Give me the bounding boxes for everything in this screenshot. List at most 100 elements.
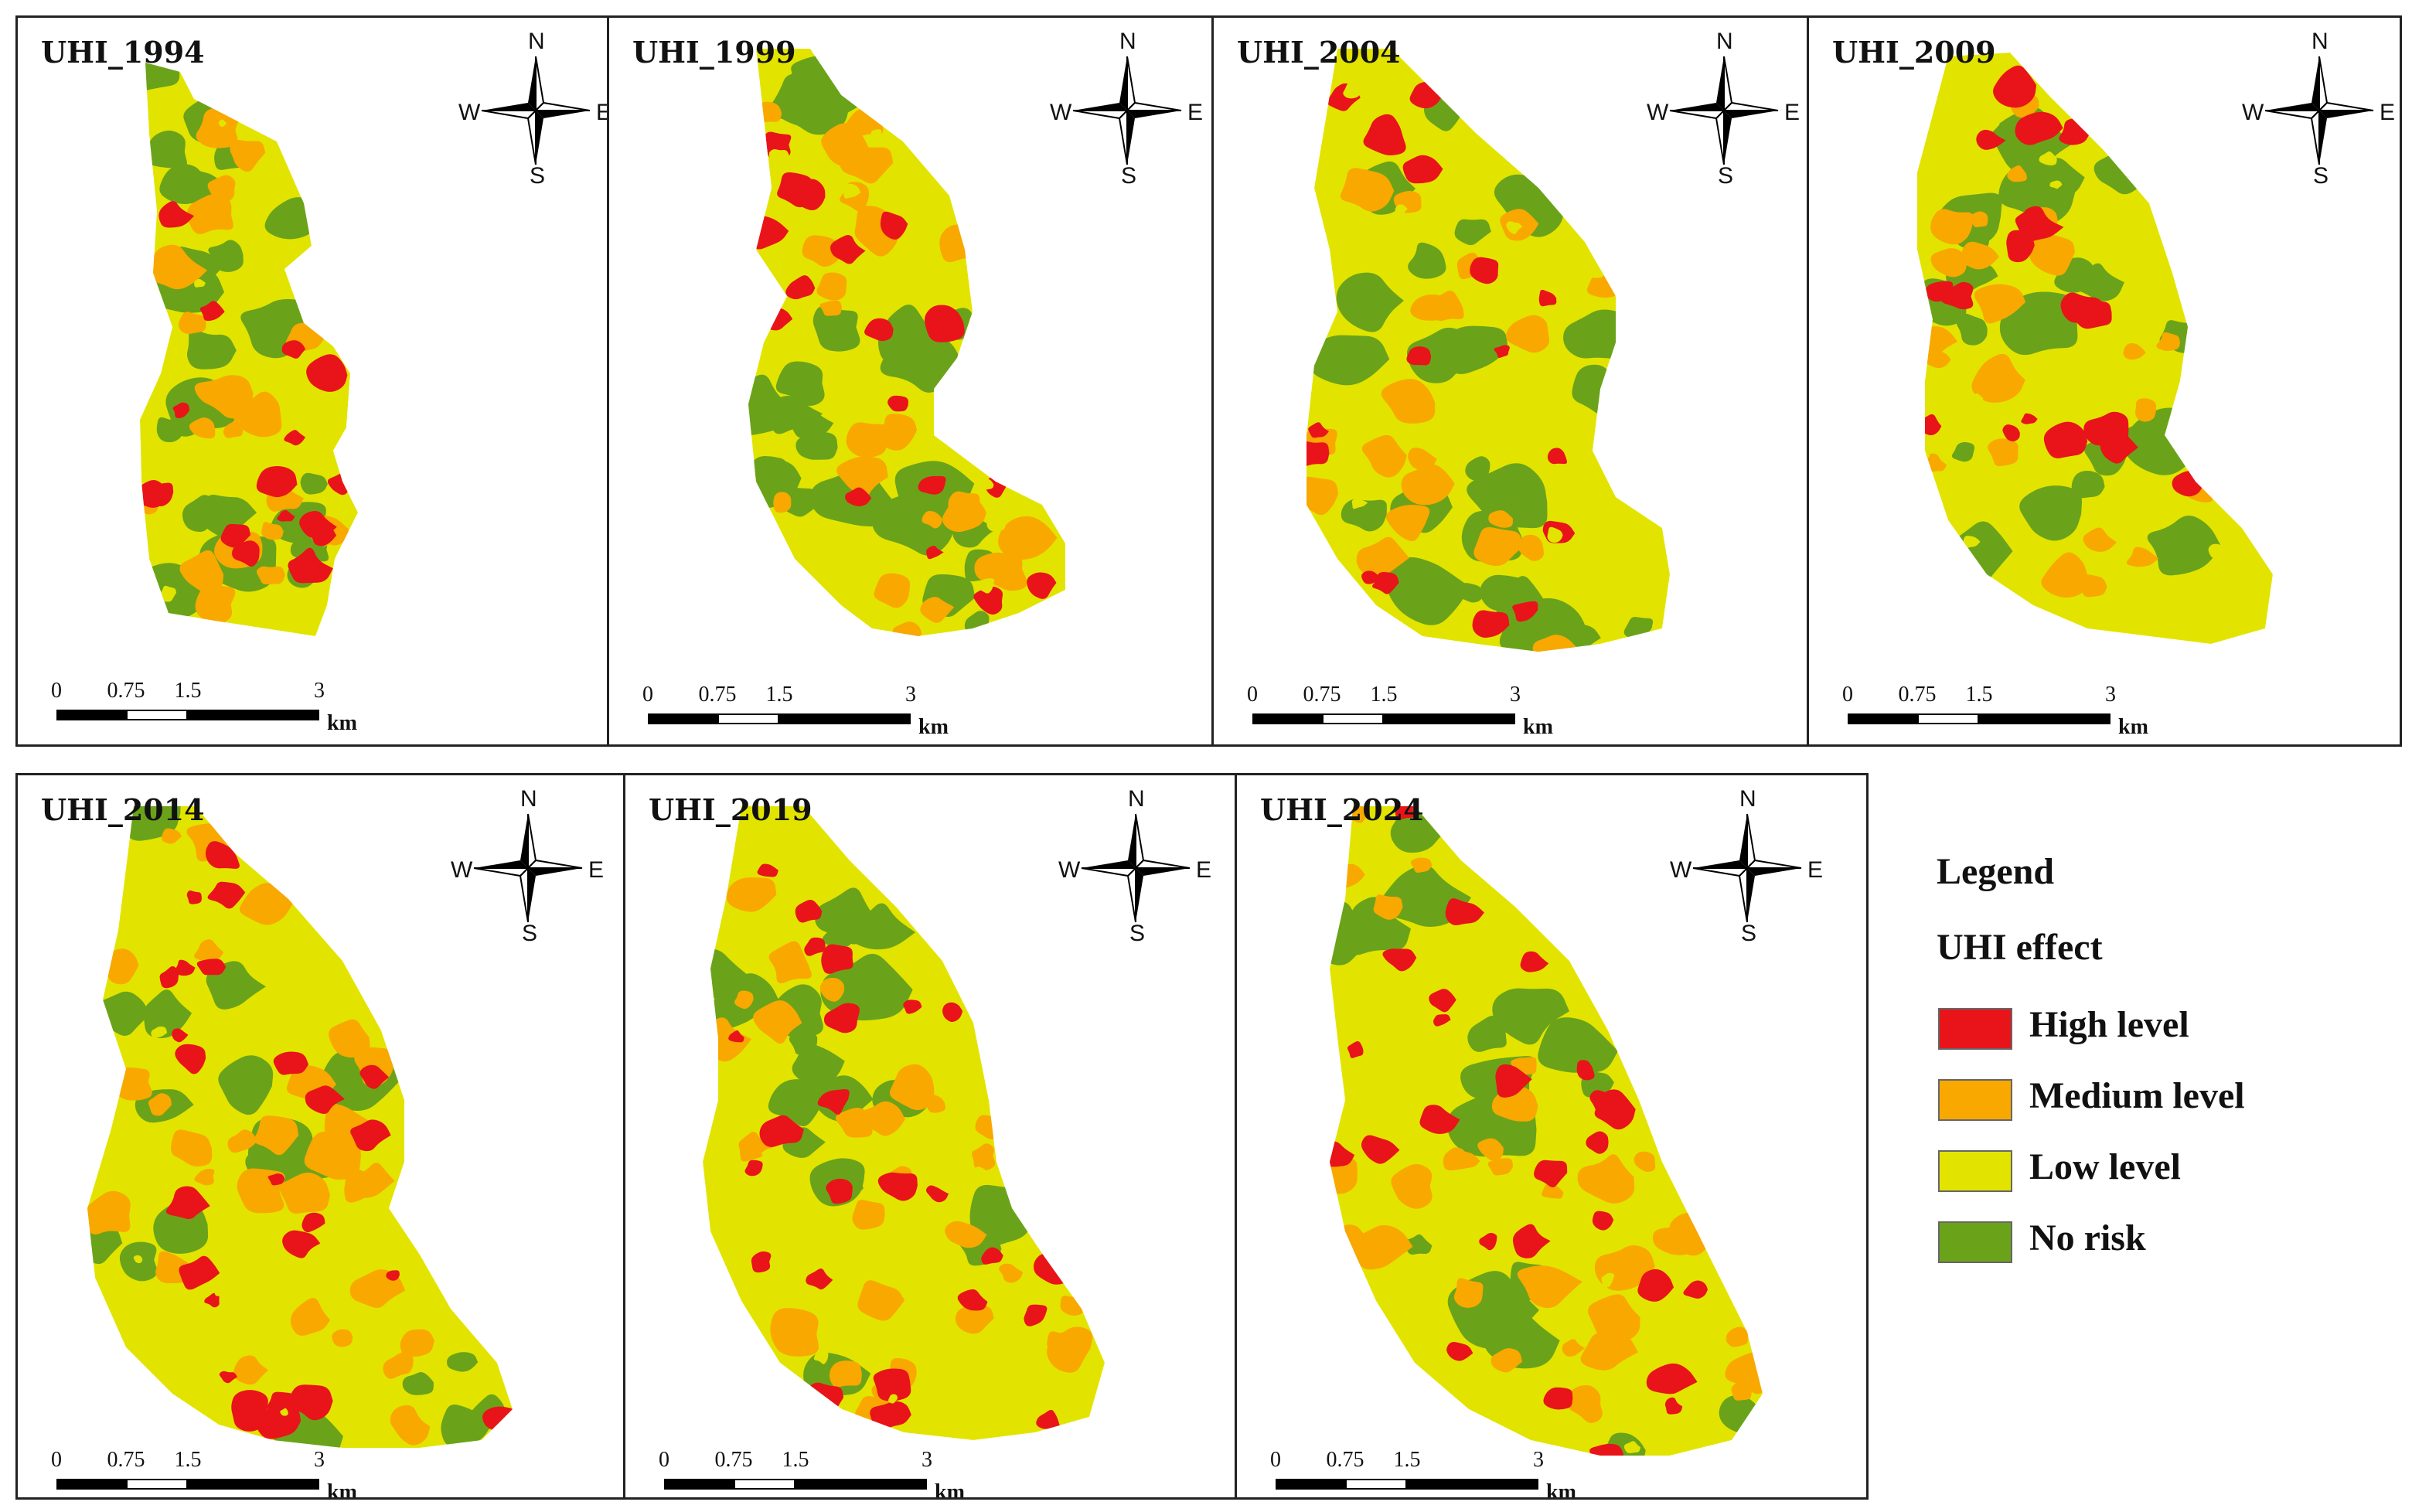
legend-label-low: Low level xyxy=(2029,1146,2181,1187)
region-low xyxy=(772,264,788,278)
region-medium xyxy=(852,1200,885,1230)
scale-unit-label: km xyxy=(1523,715,1553,739)
region-medium xyxy=(195,585,236,625)
region-high xyxy=(981,1247,1003,1265)
scale-tick-label: 1.5 xyxy=(1393,1448,1421,1472)
region-medium xyxy=(1408,448,1437,471)
region-medium xyxy=(1517,1265,1582,1309)
region-high xyxy=(143,482,174,507)
region-high xyxy=(2075,299,2112,329)
region-low xyxy=(931,1372,940,1380)
region-high xyxy=(1446,1342,1473,1361)
region-high xyxy=(287,1384,333,1421)
scale-bar-segment xyxy=(56,710,126,720)
region-medium xyxy=(2134,398,2157,422)
compass-label-w: W xyxy=(1050,100,1072,125)
north-arrow-icon: N S W E xyxy=(1647,29,1801,189)
region-low xyxy=(310,455,329,468)
scale-tick-label: 0.75 xyxy=(1326,1448,1364,1472)
region-high xyxy=(2059,118,2090,145)
region-low xyxy=(986,515,1007,532)
region-medium xyxy=(329,1019,370,1058)
region-medium xyxy=(939,224,982,263)
region-medium xyxy=(1731,1381,1752,1401)
scale-unit-label: km xyxy=(918,715,949,739)
region-high xyxy=(1576,1060,1595,1081)
region-high xyxy=(1976,129,2006,150)
scale-tick-label: 1.5 xyxy=(174,1448,202,1472)
region-no-risk xyxy=(789,1031,818,1055)
legend-title: Legend xyxy=(1937,851,2055,892)
region-medium xyxy=(87,1190,131,1234)
region-medium xyxy=(261,522,284,540)
panel-title: UHI_2024 xyxy=(1260,792,1424,827)
region-high xyxy=(804,937,826,956)
compass-label-s: S xyxy=(522,921,538,946)
region-low xyxy=(159,585,177,602)
region-low xyxy=(280,1408,288,1416)
uhi-map xyxy=(748,49,1065,636)
region-high xyxy=(284,430,306,446)
panel-title: UHI_2004 xyxy=(1237,35,1401,70)
region-low xyxy=(1563,1429,1571,1437)
region-high xyxy=(159,966,179,989)
region-medium xyxy=(1352,1224,1413,1270)
region-low xyxy=(1972,393,1984,403)
region-medium xyxy=(1566,1384,1603,1423)
region-high xyxy=(219,1371,238,1384)
region-high xyxy=(2043,421,2088,458)
region-low xyxy=(2083,502,2097,513)
region-high xyxy=(821,944,853,974)
region-low xyxy=(398,1258,416,1270)
region-high xyxy=(795,899,823,923)
region-high xyxy=(306,354,348,392)
scale-bar-segment xyxy=(1917,713,1979,724)
region-medium xyxy=(1047,1326,1093,1373)
region-low xyxy=(1357,1206,1372,1219)
region-medium xyxy=(819,300,842,316)
uhi-map xyxy=(1917,53,2273,644)
region-medium xyxy=(1340,168,1395,212)
region-medium xyxy=(846,422,889,458)
region-high xyxy=(806,1382,844,1415)
region-medium xyxy=(161,828,182,844)
region-medium xyxy=(1361,434,1407,478)
scale-bar-segment xyxy=(664,1479,734,1490)
region-medium xyxy=(770,1308,819,1357)
region-high xyxy=(482,1406,513,1431)
region-no-risk xyxy=(2019,485,2083,541)
region-medium xyxy=(193,939,224,962)
region-low xyxy=(975,1166,986,1174)
compass-label-e: E xyxy=(588,857,605,883)
region-high xyxy=(288,547,333,584)
region-medium xyxy=(1974,284,2026,324)
north-arrow-icon: N S W E xyxy=(451,786,605,946)
region-high xyxy=(196,959,227,976)
region-high xyxy=(165,1186,210,1220)
region-high xyxy=(830,235,866,264)
region-high xyxy=(1429,989,1456,1013)
region-no-risk xyxy=(1308,335,1390,386)
north-arrow-icon: N S W E xyxy=(458,29,607,189)
region-high xyxy=(795,179,826,211)
region-no-risk xyxy=(1403,1234,1433,1255)
legend-swatch-low xyxy=(1938,1150,2012,1192)
region-high xyxy=(2021,413,2038,424)
scale-tick-label: 0.75 xyxy=(698,683,737,707)
region-high xyxy=(1646,1363,1698,1395)
region-no-risk xyxy=(789,409,834,438)
compass-label-n: N xyxy=(1739,786,1756,812)
region-low xyxy=(295,1262,309,1272)
uhi-map xyxy=(87,806,513,1448)
region-high xyxy=(1664,1397,1683,1415)
region-high xyxy=(199,301,225,322)
map-panel-2024: UHI_2024 N S W E 0 0.75 1.5 3 km xyxy=(1235,773,1869,1500)
region-medium xyxy=(892,621,922,636)
region-no-risk xyxy=(300,472,328,495)
scale-bar-segment xyxy=(1848,713,1917,724)
north-arrow-icon: N S W E xyxy=(2242,29,2397,189)
region-medium xyxy=(104,948,139,985)
uhi-map xyxy=(1306,49,1670,652)
region-high xyxy=(1027,572,1057,599)
scale-tick-label: 0.75 xyxy=(1303,683,1341,707)
